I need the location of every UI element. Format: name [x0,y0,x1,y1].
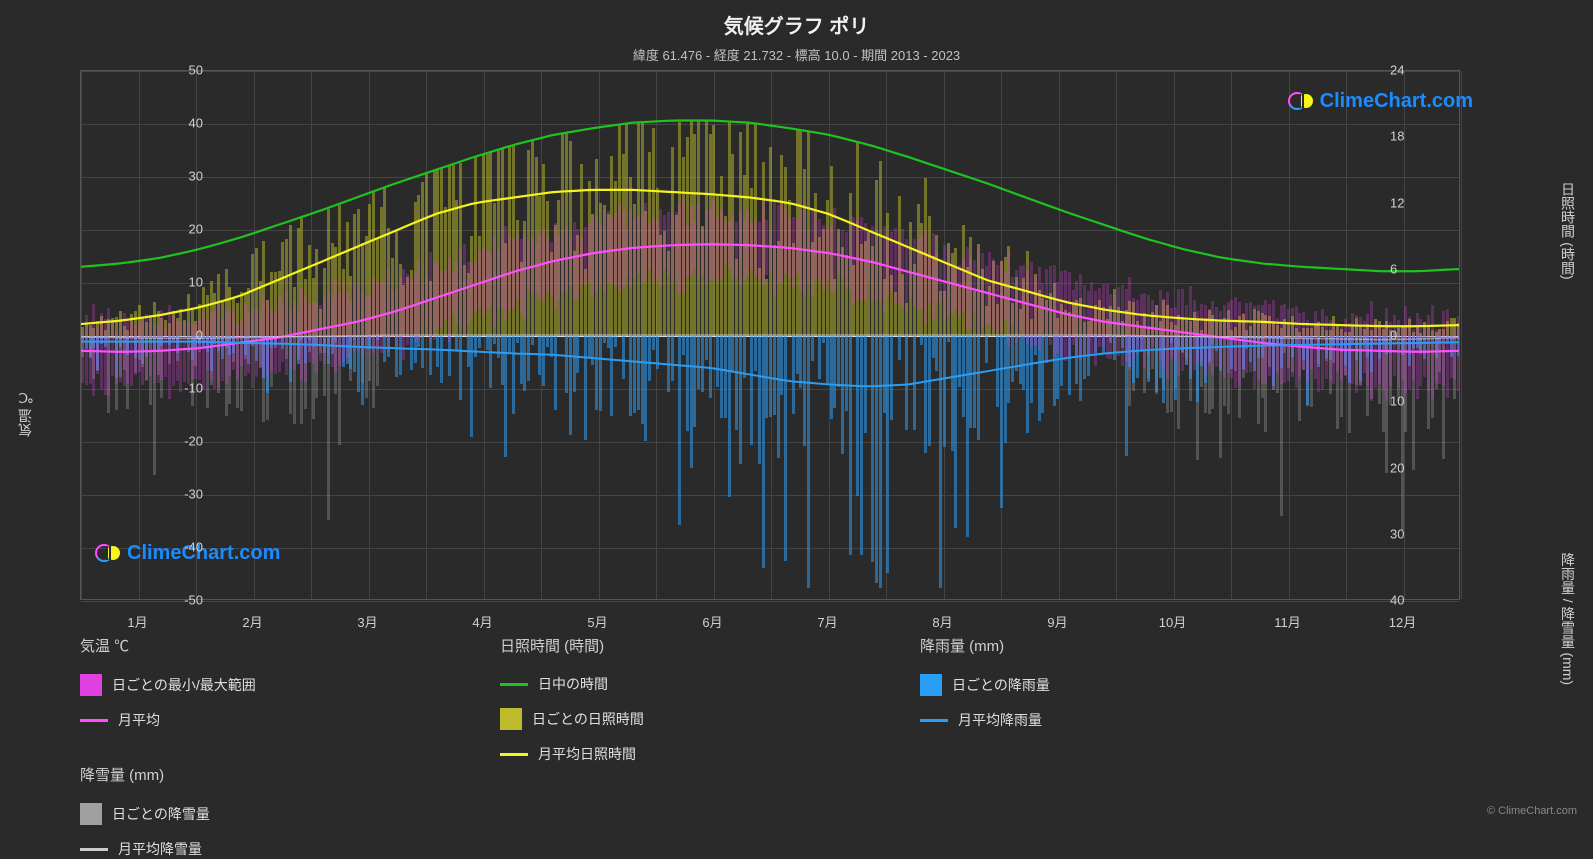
y-left-tick: 10 [153,275,203,290]
x-tick-month: 3月 [357,612,377,631]
x-tick-month: 9月 [1047,612,1067,631]
y-right-tick: 24 [1390,63,1440,78]
y-left-tick: -40 [153,540,203,555]
plot-area [80,70,1460,600]
watermark-top: ClimeChart.com [1288,88,1473,114]
legend: 気温 ℃ 日ごとの最小/最大範囲月平均 日照時間 (時間) 日中の時間日ごとの日照時間… [80,635,1500,859]
y-left-tick: -30 [153,487,203,502]
y-left-tick: 0 [153,328,203,343]
legend-group: 日照時間 (時間) 日中の時間日ごとの日照時間月平均日照時間 [500,635,920,764]
legend-line-icon [500,753,528,756]
y-right-tick: 18 [1390,129,1440,144]
legend-item: 日ごとの降雨量 [920,674,1220,696]
legend-item-label: 日ごとの日照時間 [532,709,644,729]
legend-item: 日ごとの最小/最大範囲 [80,674,500,696]
legend-item: 日ごとの降雪量 [80,803,380,825]
legend-line-icon [500,683,528,686]
x-tick-month: 2月 [242,612,262,631]
y-left-tick: -10 [153,381,203,396]
y-left-tick: -50 [153,593,203,608]
climechart-logo-icon [95,540,121,566]
legend-group: 降雪量 (mm) 日ごとの降雪量月平均降雪量 [80,764,380,859]
legend-line-icon [80,719,108,722]
x-tick-month: 1月 [127,612,147,631]
legend-item-label: 日ごとの降雪量 [112,804,210,824]
legend-swatch-icon [500,708,522,730]
y-right-tick: 0 [1390,328,1440,343]
chart-title: 気候グラフ ポリ [0,0,1593,39]
copyright-text: © ClimeChart.com [1487,805,1577,817]
legend-group: 降雨量 (mm) 日ごとの降雨量月平均降雨量 [920,635,1220,764]
legend-group: 気温 ℃ 日ごとの最小/最大範囲月平均 [80,635,500,764]
legend-item-label: 月平均降雪量 [118,839,202,859]
y-right-tick: 30 [1390,526,1440,541]
y-right-tick: 12 [1390,195,1440,210]
legend-item-label: 日ごとの最小/最大範囲 [112,675,256,695]
legend-group-title: 日照時間 (時間) [500,635,920,656]
watermark-text: ClimeChart.com [1320,90,1473,113]
legend-item-label: 日ごとの降雨量 [952,675,1050,695]
legend-item-label: 月平均日照時間 [538,744,636,764]
legend-item: 日中の時間 [500,674,920,694]
x-tick-month: 4月 [472,612,492,631]
y-left-tick: 20 [153,222,203,237]
chart-subtitle: 緯度 61.476 - 経度 21.732 - 標高 10.0 - 期間 201… [0,45,1593,64]
x-tick-month: 5月 [587,612,607,631]
x-tick-month: 8月 [932,612,952,631]
climechart-logo-icon [1288,88,1314,114]
y-right-tick: 6 [1390,261,1440,276]
x-tick-month: 11月 [1274,612,1301,631]
y-left-tick: 50 [153,63,203,78]
legend-item: 月平均日照時間 [500,744,920,764]
legend-swatch-icon [80,803,102,825]
legend-group-title: 降雨量 (mm) [920,635,1220,656]
y-right-tick: 20 [1390,460,1440,475]
legend-item-label: 月平均降雨量 [958,710,1042,730]
legend-item: 月平均降雨量 [920,710,1220,730]
y-left-tick: -20 [153,434,203,449]
x-tick-month: 12月 [1389,612,1416,631]
legend-swatch-icon [920,674,942,696]
legend-group-title: 気温 ℃ [80,635,500,656]
legend-line-icon [920,719,948,722]
x-tick-month: 7月 [817,612,837,631]
x-tick-month: 6月 [702,612,722,631]
y-left-tick: 30 [153,169,203,184]
y-right-tick: 40 [1390,593,1440,608]
watermark-text: ClimeChart.com [127,542,280,565]
y-axis-left-label: 気温 ℃ [15,389,35,437]
legend-swatch-icon [80,674,102,696]
legend-item: 日ごとの日照時間 [500,708,920,730]
legend-line-icon [80,848,108,851]
legend-item-label: 日中の時間 [538,674,608,694]
y-axis-right-label-bottom: 降雨量 / 降雪量 (mm) [1558,553,1578,685]
y-right-tick: 10 [1390,394,1440,409]
legend-group-title: 降雪量 (mm) [80,764,380,785]
legend-item-label: 月平均 [118,710,160,730]
climate-chart-container: 気候グラフ ポリ 緯度 61.476 - 経度 21.732 - 標高 10.0… [0,0,1593,825]
x-tick-month: 10月 [1159,612,1186,631]
legend-item: 月平均降雪量 [80,839,380,859]
y-axis-right-label-top: 日照時間 (時間) [1558,182,1578,279]
legend-item: 月平均 [80,710,500,730]
y-left-tick: 40 [153,116,203,131]
